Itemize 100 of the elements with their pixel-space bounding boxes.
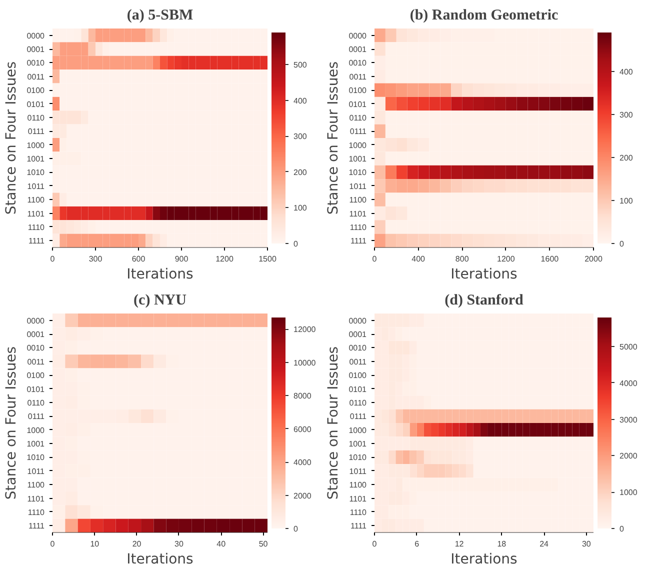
color-bar-label: 100: [620, 196, 634, 206]
y-tick-label: 1001: [26, 440, 46, 449]
x-tick-label: 1500: [258, 254, 277, 264]
color-bar-label: 0: [294, 524, 298, 534]
color-bar-label: 4000: [294, 458, 312, 468]
x-tick-label: 2000: [584, 254, 603, 264]
y-tick-label: 1011: [349, 182, 368, 191]
color-bar-label: 500: [294, 60, 308, 70]
x-tick-label: 0: [372, 254, 378, 264]
y-tick-label: 0111: [350, 127, 368, 136]
x-tick-label: 20: [132, 540, 142, 548]
chart-title: (d) Stanford: [444, 292, 524, 308]
y-tick-label: 0010: [26, 58, 46, 68]
chart-title: (b) Random Geometric: [410, 8, 558, 24]
chart-title: (c) NYU: [134, 292, 187, 308]
y-tick-label: 1101: [27, 209, 46, 218]
y-axis-title: Stance on Four Issues: [326, 61, 342, 215]
y-tick-label: 0100: [348, 86, 368, 96]
x-tick-label: 6: [414, 540, 420, 548]
y-tick-label: 0100: [26, 371, 46, 380]
color-bar-label: 12000: [294, 325, 316, 334]
y-tick-label: 1000: [26, 140, 46, 150]
y-tick-label: 0010: [348, 344, 368, 353]
y-tick-label: 0011: [27, 357, 46, 366]
x-tick-label: 900: [174, 254, 189, 264]
color-bar-label: 6000: [294, 424, 312, 434]
y-tick-label: 1111: [28, 236, 46, 246]
y-tick-label: 1111: [28, 522, 46, 531]
y-tick-label: 1001: [348, 440, 368, 449]
color-bar-label: 400: [294, 96, 308, 106]
color-bar-label: 4000: [620, 378, 638, 388]
y-tick-label: 1101: [349, 494, 368, 504]
x-tick-label: 1200: [497, 254, 516, 264]
y-tick-label: 0110: [27, 113, 46, 122]
y-tick-label: 0011: [349, 357, 368, 366]
color-bar-label: 0: [620, 240, 624, 248]
color-bar-label: 200: [294, 168, 308, 177]
y-tick-label: 1110: [350, 222, 368, 232]
y-tick-label: 1110: [28, 222, 46, 232]
y-tick-label: 1000: [348, 140, 368, 150]
y-tick-label: 1101: [349, 209, 368, 218]
x-tick-label: 24: [540, 540, 550, 548]
y-tick-label: 0001: [26, 330, 46, 340]
x-tick-label: 18: [497, 540, 507, 548]
y-tick-label: 0100: [26, 86, 46, 96]
y-tick-label: 0100: [348, 371, 368, 380]
x-tick-label: 0: [50, 540, 56, 548]
y-tick-label: 1011: [27, 182, 46, 191]
color-bar-label: 5000: [620, 342, 638, 352]
y-tick-label: 0111: [350, 412, 368, 422]
y-tick-label: 1010: [348, 453, 368, 462]
y-tick-label: 0010: [26, 344, 46, 353]
y-tick-label: 1000: [348, 426, 368, 435]
y-tick-label: 0110: [349, 113, 368, 122]
y-tick-label: 0001: [26, 45, 46, 54]
y-tick-label: 0000: [26, 316, 46, 326]
x-tick-label: 1600: [540, 254, 560, 264]
y-tick-label: 0011: [349, 72, 368, 82]
x-axis-title: Iterations: [126, 266, 194, 282]
color-bar-label: 2000: [620, 452, 638, 461]
y-tick-label: 0000: [348, 31, 368, 40]
y-tick-label: 1100: [349, 196, 368, 205]
x-tick-label: 30: [582, 540, 592, 548]
x-tick-label: 300: [88, 254, 103, 264]
x-tick-label: 50: [258, 540, 268, 548]
y-axis-title: Stance on Four Issues: [326, 346, 342, 500]
y-tick-label: 1111: [350, 522, 368, 531]
y-tick-label: 1011: [27, 466, 46, 476]
y-tick-label: 0001: [348, 45, 368, 54]
y-tick-label: 0001: [348, 330, 368, 340]
color-bar-label: 8000: [294, 392, 312, 401]
x-axis-title: Iterations: [126, 552, 194, 568]
y-tick-label: 1000: [26, 426, 46, 435]
y-tick-label: 0000: [348, 316, 368, 326]
y-tick-label: 0101: [348, 384, 368, 394]
y-tick-label: 0011: [27, 72, 46, 82]
y-tick-label: 1111: [350, 236, 368, 246]
y-tick-label: 0010: [348, 58, 368, 68]
y-tick-label: 0101: [348, 100, 368, 109]
x-tick-label: 600: [132, 254, 146, 264]
color-bar-label: 10000: [294, 358, 316, 368]
y-axis-title: Stance on Four Issues: [4, 346, 20, 500]
y-tick-label: 1010: [26, 453, 46, 462]
color-bar-label: 300: [294, 132, 308, 142]
y-tick-label: 1010: [26, 168, 46, 178]
y-tick-label: 1110: [28, 508, 46, 517]
x-tick-label: 10: [90, 540, 100, 548]
x-tick-label: 40: [216, 540, 226, 548]
y-tick-label: 0101: [26, 384, 46, 394]
color-bar-label: 400: [620, 67, 634, 76]
y-tick-label: 0111: [28, 127, 46, 136]
y-tick-label: 0000: [26, 31, 46, 40]
y-tick-label: 1001: [348, 154, 368, 164]
y-tick-label: 1100: [349, 480, 368, 490]
y-tick-label: 1100: [27, 480, 46, 490]
y-tick-label: 1100: [27, 196, 46, 205]
color-bar-label: 1000: [620, 488, 638, 498]
y-tick-label: 0101: [26, 100, 46, 109]
x-tick-label: 0: [372, 540, 378, 548]
color-bar-label: 3000: [620, 415, 638, 424]
